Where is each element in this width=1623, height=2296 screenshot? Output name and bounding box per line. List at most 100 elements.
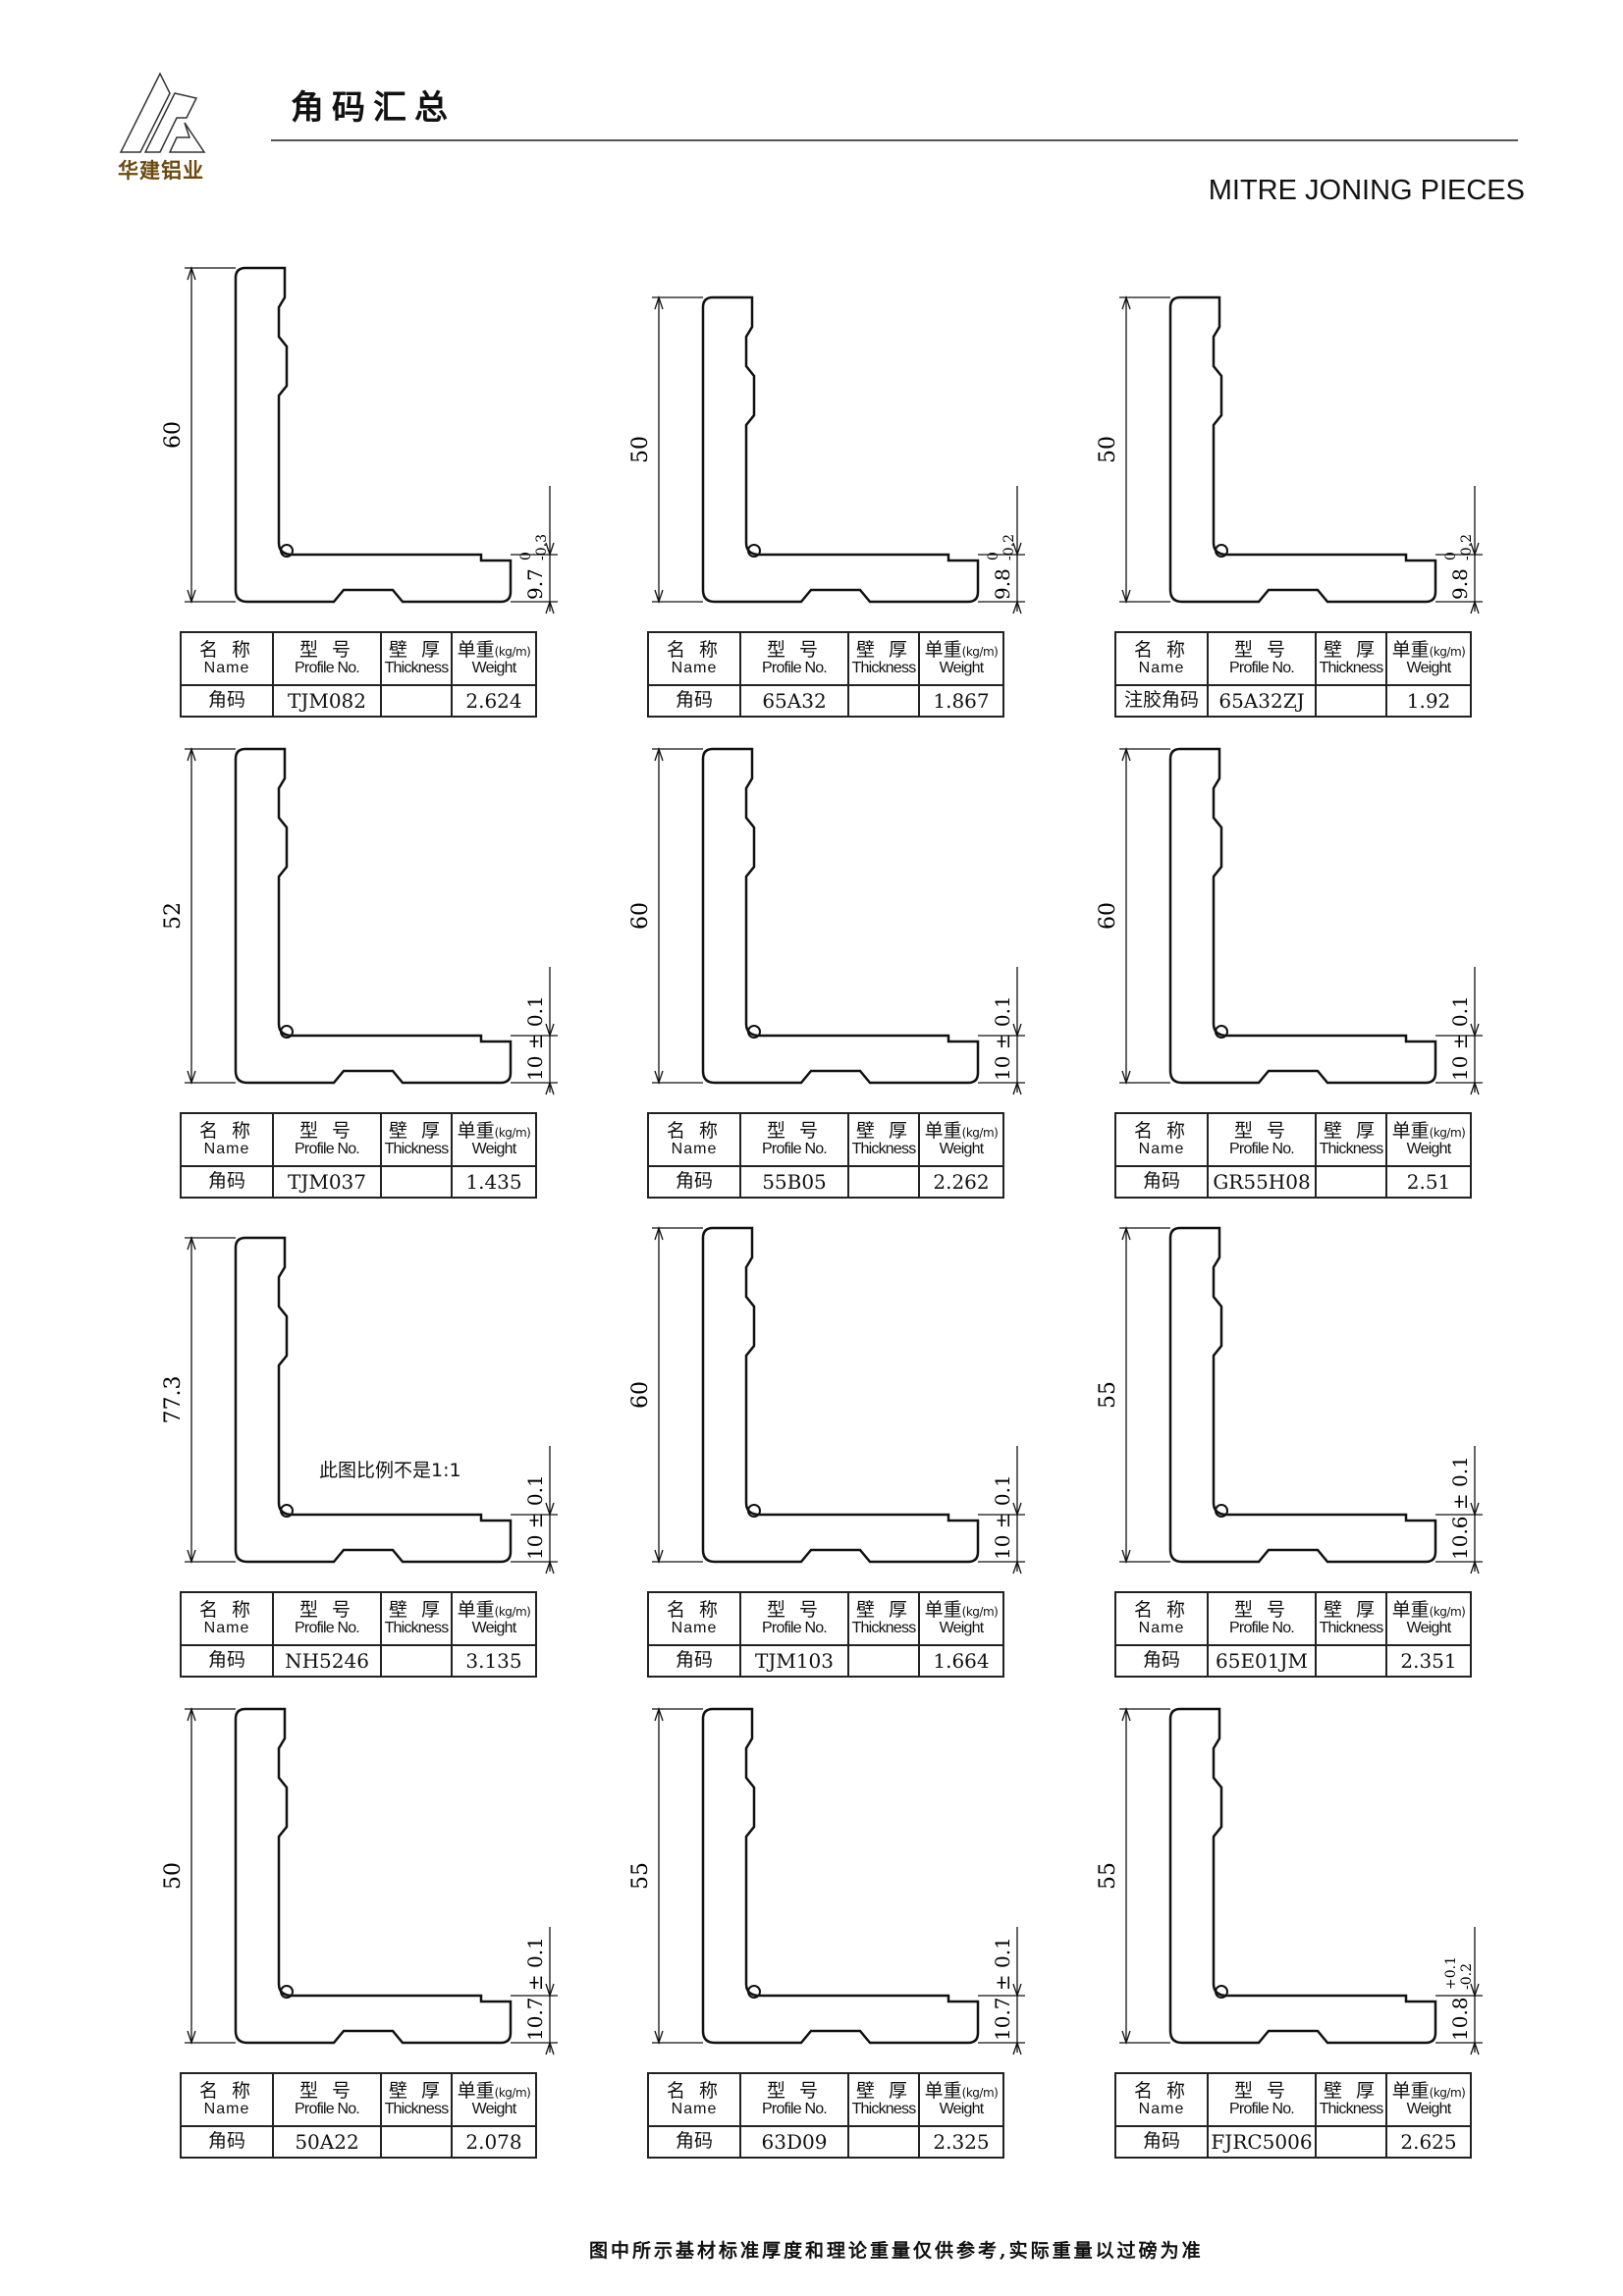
- header-thickness: 壁 厚 Thickness: [1315, 2072, 1387, 2127]
- header-name: 名 称 Name: [647, 1591, 741, 1646]
- profile-card: 52 10 ± 0.1 名 称 Name 型 号 Profile No. 壁 厚 Thi…: [147, 720, 579, 1199]
- cell-profile: TJM037: [272, 1165, 382, 1199]
- header-weight: 单重(kg/m) Weight: [918, 631, 1004, 686]
- cell-name: 角码: [647, 684, 741, 718]
- height-dimension-line: [1119, 1225, 1170, 1565]
- header-weight: 单重(kg/m) Weight: [1385, 1591, 1472, 1646]
- thickness-dimension-line: [511, 486, 558, 614]
- header-thickness: 壁 厚 Thickness: [847, 1591, 920, 1646]
- height-dimension-line: [1119, 746, 1170, 1086]
- cell-name: 角码: [1114, 1644, 1209, 1678]
- header-profile: 型 号 Profile No.: [739, 1112, 849, 1167]
- height-dimension-line: [1119, 1706, 1170, 2046]
- profile-card: 50 9.8 0 -0.2 名 称 Name 型 号 Profile No. 壁 厚 Thi…: [615, 239, 1047, 718]
- header-name: 名 称 Name: [647, 2072, 741, 2127]
- profile-drawing: 55 10.6 ± 0.1: [1096, 1225, 1483, 1575]
- cell-name: 角码: [1114, 2125, 1209, 2159]
- header-profile: 型 号 Profile No.: [272, 1112, 382, 1167]
- header-name: 名 称 Name: [180, 1112, 274, 1167]
- height-dimension-label: 55: [1096, 1381, 1120, 1409]
- cell-name: 角码: [1114, 1165, 1209, 1199]
- cell-thickness: [380, 1165, 453, 1199]
- header-thickness: 壁 厚 Thickness: [380, 631, 453, 686]
- cell-thickness: [1315, 1165, 1387, 1199]
- profile-outline: [701, 1707, 980, 2045]
- thickness-dimension-label: 10.7 ± 0.1: [523, 1937, 547, 2041]
- header-thickness: 壁 厚 Thickness: [1315, 1112, 1387, 1167]
- thickness-dimension-line: [511, 1927, 558, 2056]
- height-dimension-label: 60: [1096, 902, 1120, 930]
- cell-thickness: [847, 2125, 920, 2159]
- tolerance-upper-label: 0: [518, 552, 534, 561]
- header-thickness: 壁 厚 Thickness: [380, 1112, 453, 1167]
- thickness-dimension-line: [978, 1446, 1025, 1575]
- header-name: 名 称 Name: [647, 631, 741, 686]
- profile-spec-table: 名 称 Name 型 号 Profile No. 壁 厚 Thickness 单重(k…: [180, 631, 537, 718]
- header-weight: 单重(kg/m) Weight: [918, 1112, 1004, 1167]
- thickness-dimension-label: 9.8: [991, 568, 1014, 600]
- company-logo-text: 华建铝业: [118, 159, 204, 183]
- height-dimension-label: 50: [1096, 436, 1120, 463]
- cell-profile: 50A22: [272, 2125, 382, 2159]
- profile-outline: [1168, 1226, 1437, 1564]
- profile-outline: [1168, 1707, 1437, 2045]
- profile-card: 60 10 ± 0.1 名 称 Name 型 号 Profile No. 壁 厚 Thi…: [615, 720, 1047, 1199]
- cell-profile: TJM103: [739, 1644, 849, 1678]
- height-dimension-line: [185, 746, 236, 1086]
- header-name: 名 称 Name: [1114, 1591, 1209, 1646]
- thickness-dimension-line: [1435, 1446, 1483, 1575]
- thickness-dimension-label: 10.6 ± 0.1: [1448, 1456, 1472, 1560]
- height-dimension-label: 50: [628, 436, 653, 463]
- profile-spec-table: 名 称 Name 型 号 Profile No. 壁 厚 Thickness 单重(k…: [180, 1112, 537, 1199]
- cell-profile: GR55H08: [1207, 1165, 1317, 1199]
- cell-profile: 65A32: [739, 684, 849, 718]
- thickness-dimension-label: 10 ± 0.1: [523, 1474, 547, 1560]
- tolerance-upper-label: 0: [1443, 552, 1459, 561]
- profile-spec-table: 名 称 Name 型 号 Profile No. 壁 厚 Thickness 单重(k…: [180, 2072, 537, 2159]
- height-dimension-line: [185, 1235, 236, 1565]
- cell-profile: NH5246: [272, 1644, 382, 1678]
- header-profile: 型 号 Profile No.: [1207, 2072, 1317, 2127]
- thickness-dimension-label: 10.8: [1448, 1997, 1472, 2041]
- thickness-dimension-line: [511, 1446, 558, 1575]
- cell-profile: 63D09: [739, 2125, 849, 2159]
- thickness-dimension-label: 9.8: [1448, 568, 1472, 600]
- header-weight: 单重(kg/m) Weight: [1385, 2072, 1472, 2127]
- cell-weight: 2.625: [1385, 2125, 1472, 2159]
- height-dimension-label: 55: [1096, 1862, 1120, 1890]
- header-name: 名 称 Name: [180, 631, 274, 686]
- profile-drawing: 50 10.7 ± 0.1: [161, 1706, 558, 2056]
- profile-drawing: 60 10 ± 0.1: [628, 1225, 1025, 1575]
- cell-name: 角码: [180, 1644, 274, 1678]
- tolerance-lower-label: -0.2: [1001, 534, 1017, 561]
- cell-weight: 2.078: [451, 2125, 537, 2159]
- cell-name: 角码: [180, 684, 274, 718]
- profile-card: 77.3 10 ± 0.1 此图比例不是1:1 名 称 Name 型 号 Profile…: [147, 1199, 579, 1678]
- header-profile: 型 号 Profile No.: [1207, 1591, 1317, 1646]
- profile-spec-table: 名 称 Name 型 号 Profile No. 壁 厚 Thickness 单重(k…: [647, 631, 1004, 718]
- cell-profile: 65E01JM: [1207, 1644, 1317, 1678]
- header-weight: 单重(kg/m) Weight: [451, 631, 537, 686]
- header-name: 名 称 Name: [1114, 631, 1209, 686]
- header-name: 名 称 Name: [180, 1591, 274, 1646]
- tolerance-lower-label: -0.2: [1459, 534, 1475, 561]
- profile-spec-table: 名 称 Name 型 号 Profile No. 壁 厚 Thickness 单重(k…: [1114, 1112, 1472, 1199]
- header-profile: 型 号 Profile No.: [272, 2072, 382, 2127]
- header-thickness: 壁 厚 Thickness: [1315, 631, 1387, 686]
- cell-thickness: [847, 1644, 920, 1678]
- header-thickness: 壁 厚 Thickness: [847, 1112, 920, 1167]
- header-thickness: 壁 厚 Thickness: [847, 2072, 920, 2127]
- cell-name: 角码: [647, 2125, 741, 2159]
- tolerance-lower-label: -0.3: [534, 534, 550, 561]
- cell-thickness: [1315, 1644, 1387, 1678]
- footer-note: 图中所示基材标准厚度和理论重量仅供参考,实际重量以过磅为准: [589, 2240, 1204, 2262]
- profile-card: 50 9.8 0 -0.2 名 称 Name 型 号 Profile No. 壁 厚 Thi…: [1082, 239, 1514, 718]
- profile-spec-table: 名 称 Name 型 号 Profile No. 壁 厚 Thickness 单重(k…: [1114, 631, 1472, 718]
- thickness-dimension-label: 10 ± 0.1: [523, 995, 547, 1081]
- cell-thickness: [1315, 684, 1387, 718]
- profile-outline: [1168, 295, 1437, 604]
- header-profile: 型 号 Profile No.: [272, 1591, 382, 1646]
